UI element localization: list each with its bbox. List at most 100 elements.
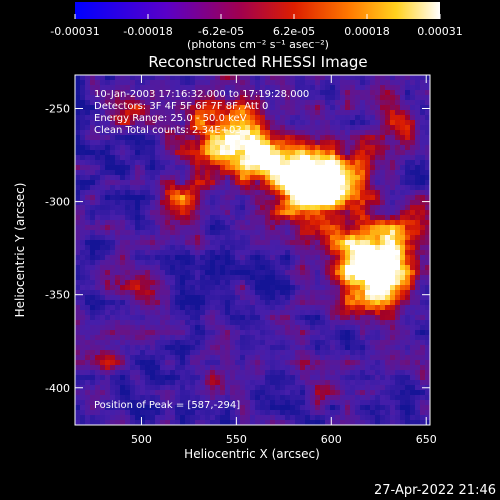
heatmap-cell	[365, 335, 371, 341]
heatmap-cell	[310, 370, 316, 376]
heatmap-cell	[215, 360, 221, 366]
heatmap-cell	[225, 140, 231, 146]
heatmap-cell	[260, 130, 266, 136]
heatmap-cell	[95, 80, 101, 86]
heatmap-cell	[410, 295, 416, 301]
heatmap-cell	[410, 85, 416, 91]
heatmap-cell	[185, 290, 191, 296]
heatmap-cell	[375, 235, 381, 241]
heatmap-cell	[215, 130, 221, 136]
heatmap-cell	[75, 265, 81, 271]
heatmap-cell	[385, 280, 391, 286]
heatmap-cell	[215, 370, 221, 376]
heatmap-cell	[300, 80, 306, 86]
heatmap-cell	[385, 145, 391, 151]
heatmap-cell	[240, 340, 246, 346]
heatmap-cell	[220, 85, 226, 91]
heatmap-cell	[190, 325, 196, 331]
heatmap-cell	[85, 160, 91, 166]
heatmap-cell	[350, 250, 356, 256]
heatmap-cell	[145, 395, 151, 401]
heatmap-cell	[215, 125, 221, 131]
heatmap-cell	[250, 205, 256, 211]
heatmap-cell	[210, 320, 216, 326]
heatmap-cell	[360, 120, 366, 126]
heatmap-cell	[410, 365, 416, 371]
heatmap-cell	[220, 130, 226, 136]
heatmap-cell	[125, 355, 131, 361]
heatmap-cell	[125, 420, 131, 426]
heatmap-cell	[85, 200, 91, 206]
heatmap-cell	[185, 330, 191, 336]
heatmap-cell	[340, 270, 346, 276]
heatmap-cell	[260, 135, 266, 141]
heatmap-cell	[195, 295, 201, 301]
heatmap-cell	[195, 180, 201, 186]
heatmap-cell	[405, 420, 411, 426]
heatmap-cell	[395, 340, 401, 346]
heatmap-cell	[160, 250, 166, 256]
heatmap-cell	[325, 325, 331, 331]
heatmap-cell	[330, 160, 336, 166]
heatmap-cell	[355, 220, 361, 226]
heatmap-cell	[425, 210, 431, 216]
heatmap-cell	[125, 320, 131, 326]
heatmap-cell	[320, 375, 326, 381]
heatmap-cell	[140, 165, 146, 171]
heatmap-cell	[340, 210, 346, 216]
heatmap-cell	[315, 105, 321, 111]
heatmap-cell	[295, 175, 301, 181]
heatmap-cell	[195, 235, 201, 241]
heatmap-cell	[225, 125, 231, 131]
heatmap-cell	[130, 80, 136, 86]
heatmap-cell	[270, 320, 276, 326]
heatmap-cell	[290, 110, 296, 116]
heatmap-cell	[225, 250, 231, 256]
heatmap-cell	[80, 170, 86, 176]
heatmap-cell	[310, 235, 316, 241]
heatmap-cell	[150, 375, 156, 381]
heatmap-cell	[275, 150, 281, 156]
heatmap-cell	[80, 320, 86, 326]
heatmap-cell	[415, 335, 421, 341]
heatmap-cell	[90, 380, 96, 386]
heatmap-cell	[195, 375, 201, 381]
heatmap-cell	[215, 180, 221, 186]
heatmap-cell	[340, 265, 346, 271]
heatmap-cell	[230, 195, 236, 201]
heatmap-cell	[420, 280, 426, 286]
heatmap-cell	[220, 325, 226, 331]
heatmap-cell	[425, 165, 431, 171]
heatmap-cell	[390, 160, 396, 166]
heatmap-cell	[135, 245, 141, 251]
heatmap-cell	[345, 90, 351, 96]
heatmap-cell	[230, 325, 236, 331]
heatmap-cell	[350, 140, 356, 146]
heatmap-cell	[190, 210, 196, 216]
heatmap-cell	[380, 355, 386, 361]
heatmap-cell	[420, 200, 426, 206]
heatmap-cell	[215, 355, 221, 361]
heatmap-cell	[130, 125, 136, 131]
heatmap-cell	[115, 235, 121, 241]
heatmap-cell	[335, 285, 341, 291]
heatmap-cell	[275, 250, 281, 256]
heatmap-cell	[270, 405, 276, 411]
heatmap-cell	[365, 285, 371, 291]
heatmap-cell	[155, 345, 161, 351]
heatmap-cell	[260, 395, 266, 401]
heatmap-cell	[90, 260, 96, 266]
heatmap-cell	[120, 210, 126, 216]
heatmap-cell	[190, 135, 196, 141]
heatmap-cell	[340, 95, 346, 101]
heatmap-cell	[330, 305, 336, 311]
heatmap-cell	[105, 370, 111, 376]
heatmap-cell	[375, 365, 381, 371]
heatmap-cell	[210, 90, 216, 96]
heatmap-cell	[290, 275, 296, 281]
heatmap-cell	[300, 415, 306, 421]
heatmap-cell	[405, 265, 411, 271]
heatmap-cell	[355, 270, 361, 276]
heatmap-cell	[305, 240, 311, 246]
heatmap-cell	[250, 180, 256, 186]
